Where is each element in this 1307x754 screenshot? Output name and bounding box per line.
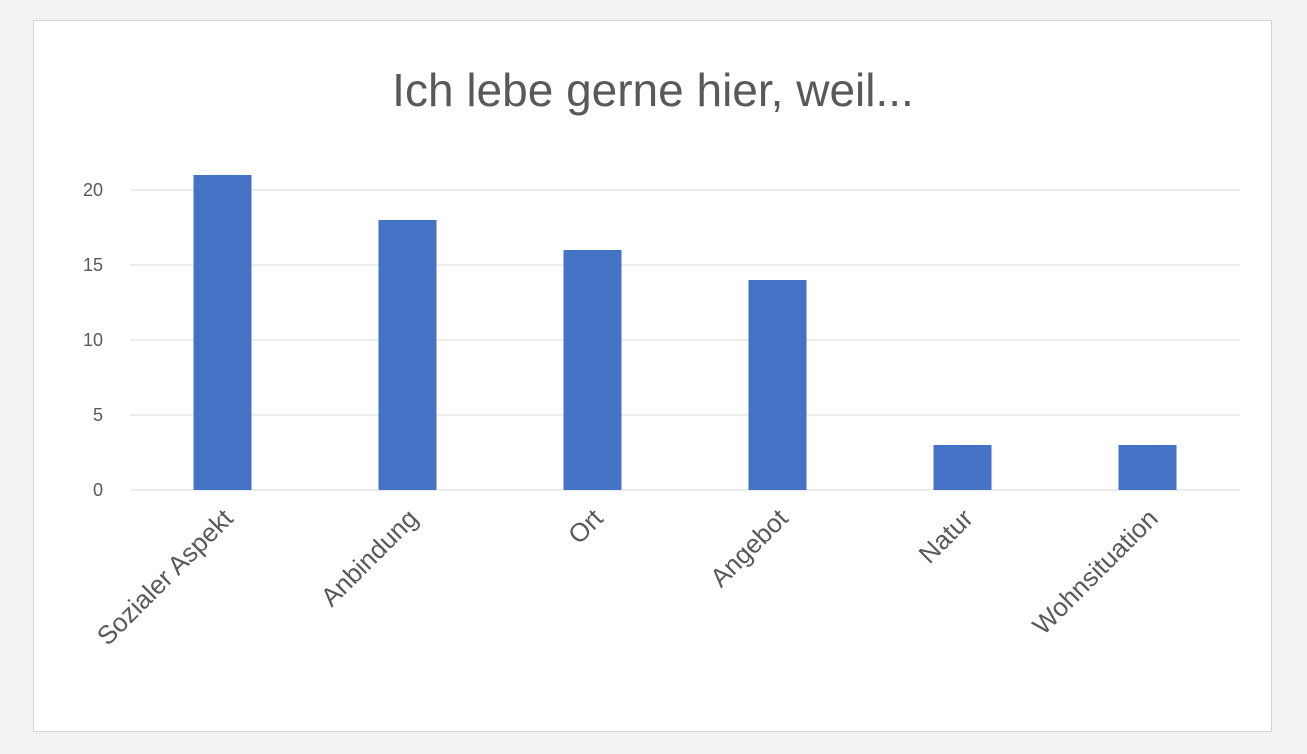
chart-title: Ich lebe gerne hier, weil... bbox=[392, 64, 914, 116]
x-tick-label-wohnsituation: Wohnsituation bbox=[1026, 503, 1163, 640]
x-tick-label-anbindung: Anbindung bbox=[315, 503, 424, 612]
x-tick-label-ort: Ort bbox=[562, 502, 609, 549]
y-axis-tick-labels: 0 5 10 15 20 bbox=[83, 180, 103, 500]
x-tick-label-sozialer-aspekt: Sozialer Aspekt bbox=[91, 502, 239, 650]
x-axis-tick-labels: Sozialer Aspekt Anbindung Ort Angebot Natur W… bbox=[91, 502, 1164, 650]
gridlines bbox=[130, 189, 1240, 491]
x-tick-label-angebot: Angebot bbox=[704, 502, 794, 592]
y-tick-label-5: 5 bbox=[93, 405, 103, 425]
bar-natur bbox=[933, 445, 992, 490]
y-tick-label-10: 10 bbox=[83, 330, 103, 350]
bar-ort bbox=[563, 250, 622, 490]
bar-wohnsituation bbox=[1118, 445, 1177, 490]
bar-sozialer-aspekt bbox=[193, 175, 252, 490]
y-tick-label-0: 0 bbox=[93, 480, 103, 500]
bar-anbindung bbox=[378, 220, 437, 490]
bar-angebot bbox=[748, 280, 807, 490]
x-tick-label-natur: Natur bbox=[913, 503, 979, 569]
y-tick-label-20: 20 bbox=[83, 180, 103, 200]
y-tick-label-15: 15 bbox=[83, 255, 103, 275]
bars bbox=[193, 175, 1177, 490]
